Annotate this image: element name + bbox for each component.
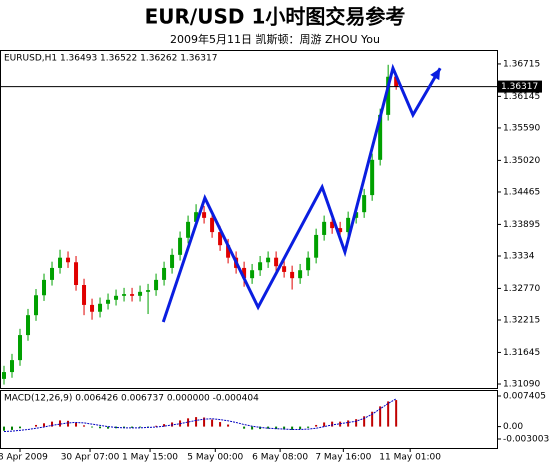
candle-body	[290, 271, 295, 279]
y-tick-label: 1.36145	[503, 92, 540, 102]
candle-body	[322, 221, 327, 235]
last-price-box	[498, 80, 542, 93]
candle-body	[66, 257, 71, 263]
x-tick-label: 11 May 01:00	[379, 453, 441, 463]
candle-body	[154, 279, 159, 291]
candle-body	[34, 295, 39, 316]
candle-body	[330, 221, 335, 229]
chart-subtitle: 2009年5月11日 凯斯顿：周游 ZHOU You	[170, 32, 380, 46]
y-tick-label: 1.35020	[503, 156, 540, 166]
candle-body	[18, 335, 23, 361]
candle-body	[178, 237, 183, 255]
candle-body	[90, 304, 95, 312]
candle-body	[98, 303, 103, 312]
candle-body	[258, 262, 263, 271]
x-tick-label: 7 May 16:00	[315, 453, 371, 463]
macd-panel	[0, 390, 498, 449]
candle-body	[138, 291, 143, 296]
candle-body	[298, 270, 303, 279]
candle-body	[274, 257, 279, 267]
y-tick-label: 1.3334	[503, 251, 535, 261]
macd-tick-label: 0.00	[503, 422, 523, 432]
candle-body	[114, 295, 119, 300]
candle-body	[42, 279, 47, 296]
candle-body	[170, 254, 175, 268]
candle-body	[226, 245, 231, 258]
y-tick-label: 1.31645	[503, 348, 540, 358]
candle-body	[346, 217, 351, 233]
candle-body	[386, 76, 391, 115]
annotation-zigzag	[161, 63, 442, 323]
candle-body	[394, 76, 399, 87]
y-tick-label: 1.36715	[503, 59, 540, 69]
candle-body	[2, 372, 7, 379]
y-tick-label: 1.32215	[503, 316, 540, 326]
candle-body	[314, 234, 319, 258]
candle-body	[146, 290, 151, 292]
y-tick-label: 1.31090	[503, 380, 540, 390]
candle-body	[186, 221, 191, 238]
candle-body	[162, 267, 167, 280]
macd-label: MACD(12,26,9) 0.006426 0.006737 0.000000…	[4, 394, 259, 404]
candle-body	[106, 299, 111, 304]
candle-body	[218, 232, 223, 246]
annotation-arrowhead	[430, 68, 441, 81]
candle-body	[362, 195, 367, 213]
y-tick-label: 1.34465	[503, 187, 540, 197]
y-tick-label: 1.35590	[503, 123, 540, 133]
macd-tick-label: 0.007405	[503, 392, 546, 402]
x-tick-label: 28 Apr 2009	[0, 453, 48, 463]
x-tick-label: 1 May 15:00	[122, 453, 178, 463]
candle-body	[282, 266, 287, 272]
candle-body	[194, 212, 199, 222]
candle-body	[306, 257, 311, 271]
candle-body	[122, 294, 127, 296]
y-tick-label: 1.33895	[503, 220, 540, 230]
candle-body	[74, 262, 79, 286]
candle-body	[50, 267, 55, 280]
candle-body	[266, 257, 271, 263]
candle-body	[130, 294, 135, 296]
x-tick-label: 30 Apr 07:00	[61, 453, 120, 463]
y-tick-label: 1.32770	[503, 284, 540, 294]
candle-body	[202, 212, 207, 218]
macd-signal-line	[3, 398, 397, 433]
candle-body	[82, 285, 87, 305]
candle-body	[58, 257, 63, 268]
candle-body	[26, 315, 31, 336]
candle-body	[210, 217, 215, 233]
candle-body	[338, 228, 343, 233]
symbol-info: EURUSD,H1 1.36493 1.36522 1.36262 1.3631…	[4, 54, 217, 64]
x-tick-label: 6 May 08:00	[252, 453, 308, 463]
macd-tick-label: -0.003003	[503, 435, 549, 445]
candle-body	[10, 360, 15, 373]
x-tick-label: 5 May 00:00	[187, 453, 243, 463]
price-panel	[0, 50, 498, 389]
candle-body	[370, 159, 375, 196]
candle-body	[378, 114, 383, 160]
last-price-label: 1.36317	[501, 82, 538, 92]
candle-body	[242, 267, 247, 279]
candle-body	[250, 270, 255, 279]
chart-title: EUR/USD 1小时图交易参考	[145, 5, 406, 29]
